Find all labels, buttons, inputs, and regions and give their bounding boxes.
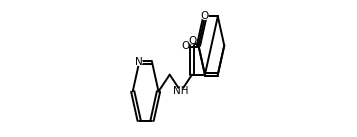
Text: N: N <box>135 57 143 67</box>
Circle shape <box>136 59 142 65</box>
Circle shape <box>182 42 188 48</box>
Circle shape <box>202 13 208 19</box>
Circle shape <box>189 38 195 44</box>
Circle shape <box>178 89 184 95</box>
Text: O: O <box>181 41 190 51</box>
Text: O: O <box>201 12 209 21</box>
Text: NH: NH <box>173 86 188 96</box>
Text: O: O <box>188 36 196 46</box>
